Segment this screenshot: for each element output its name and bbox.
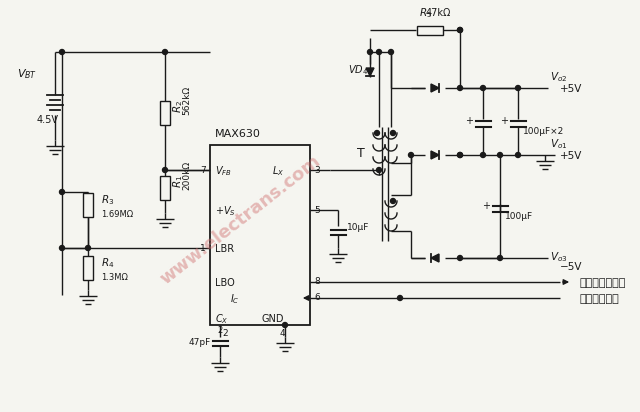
Circle shape: [60, 49, 65, 54]
Text: $R_2$: $R_2$: [171, 100, 185, 113]
Text: 功能停止输入: 功能停止输入: [580, 294, 620, 304]
Circle shape: [376, 168, 381, 173]
Text: 1.69MΩ: 1.69MΩ: [101, 209, 133, 218]
Text: 47pF: 47pF: [189, 338, 211, 347]
Text: $R_3$: $R_3$: [101, 193, 115, 207]
Circle shape: [497, 255, 502, 260]
Circle shape: [497, 152, 502, 157]
Polygon shape: [366, 68, 374, 76]
Text: LBO: LBO: [215, 278, 235, 288]
Text: $V_{FB}$: $V_{FB}$: [215, 164, 232, 178]
Text: GND: GND: [262, 314, 285, 324]
Text: +: +: [483, 201, 490, 211]
Circle shape: [458, 255, 463, 260]
Text: −5V: −5V: [560, 262, 582, 272]
Circle shape: [515, 86, 520, 91]
Text: $R_4$: $R_4$: [101, 256, 115, 270]
Circle shape: [376, 49, 381, 54]
Circle shape: [458, 152, 463, 157]
Bar: [417, 26, 443, 35]
Text: 562kΩ: 562kΩ: [182, 86, 191, 115]
Polygon shape: [431, 151, 439, 159]
Circle shape: [163, 49, 168, 54]
Text: $L_X$: $L_X$: [272, 164, 284, 178]
Text: $R_1$: $R_1$: [171, 175, 185, 188]
Circle shape: [367, 49, 372, 54]
Circle shape: [282, 323, 287, 328]
Circle shape: [458, 152, 463, 157]
Bar: [160, 176, 170, 200]
Text: LBR: LBR: [215, 244, 234, 254]
Text: $V_{o1}$: $V_{o1}$: [550, 137, 568, 151]
Circle shape: [458, 28, 463, 33]
Circle shape: [390, 131, 396, 136]
Text: 2: 2: [218, 326, 223, 335]
Bar: [160, 101, 170, 125]
Text: 47kΩ: 47kΩ: [426, 8, 451, 18]
Text: 7: 7: [200, 166, 206, 175]
Text: $V_{o2}$: $V_{o2}$: [550, 70, 568, 84]
Text: 100μF×2: 100μF×2: [523, 127, 564, 136]
Circle shape: [397, 295, 403, 300]
Circle shape: [458, 28, 463, 33]
Text: $V_{BT}$: $V_{BT}$: [17, 67, 37, 81]
Text: $R_5$: $R_5$: [419, 6, 433, 20]
Text: 8: 8: [314, 278, 320, 286]
Text: +5V: +5V: [560, 84, 582, 94]
Circle shape: [374, 131, 380, 136]
Circle shape: [481, 152, 486, 157]
Circle shape: [388, 49, 394, 54]
Text: 低电压检测输出: 低电压检测输出: [580, 278, 627, 288]
Circle shape: [458, 86, 463, 91]
Circle shape: [515, 152, 520, 157]
Text: 4: 4: [279, 328, 285, 337]
Text: MAX630: MAX630: [215, 129, 261, 139]
Text: +: +: [465, 115, 474, 126]
Text: www.electrans.com: www.electrans.com: [156, 152, 324, 288]
Text: $V_{o3}$: $V_{o3}$: [550, 250, 568, 264]
Circle shape: [481, 86, 486, 91]
Polygon shape: [431, 84, 439, 92]
Text: 5: 5: [314, 206, 320, 215]
Text: 200kΩ: 200kΩ: [182, 161, 191, 190]
Text: 4.5V: 4.5V: [37, 115, 59, 125]
Polygon shape: [431, 254, 439, 262]
Circle shape: [163, 168, 168, 173]
Text: $VD_4$: $VD_4$: [348, 63, 368, 77]
Circle shape: [60, 190, 65, 194]
Text: +: +: [500, 115, 509, 126]
Circle shape: [390, 199, 396, 204]
Text: 2: 2: [222, 328, 228, 337]
Circle shape: [408, 152, 413, 157]
Bar: [210, 145, 310, 325]
Text: 1.3MΩ: 1.3MΩ: [101, 272, 128, 281]
Text: $C_X$: $C_X$: [215, 312, 228, 326]
Text: 3: 3: [314, 166, 320, 175]
Bar: [83, 256, 93, 280]
Text: $I_C$: $I_C$: [230, 292, 239, 306]
Text: $+V_S$: $+V_S$: [215, 204, 236, 218]
Text: +5V: +5V: [560, 151, 582, 161]
Text: 6: 6: [314, 293, 320, 302]
Text: 10μF: 10μF: [347, 222, 369, 232]
Text: T: T: [357, 147, 365, 160]
Circle shape: [86, 246, 90, 250]
Circle shape: [60, 246, 65, 250]
Bar: [83, 193, 93, 217]
Text: 100μF: 100μF: [505, 212, 533, 221]
Text: 1: 1: [200, 243, 206, 253]
